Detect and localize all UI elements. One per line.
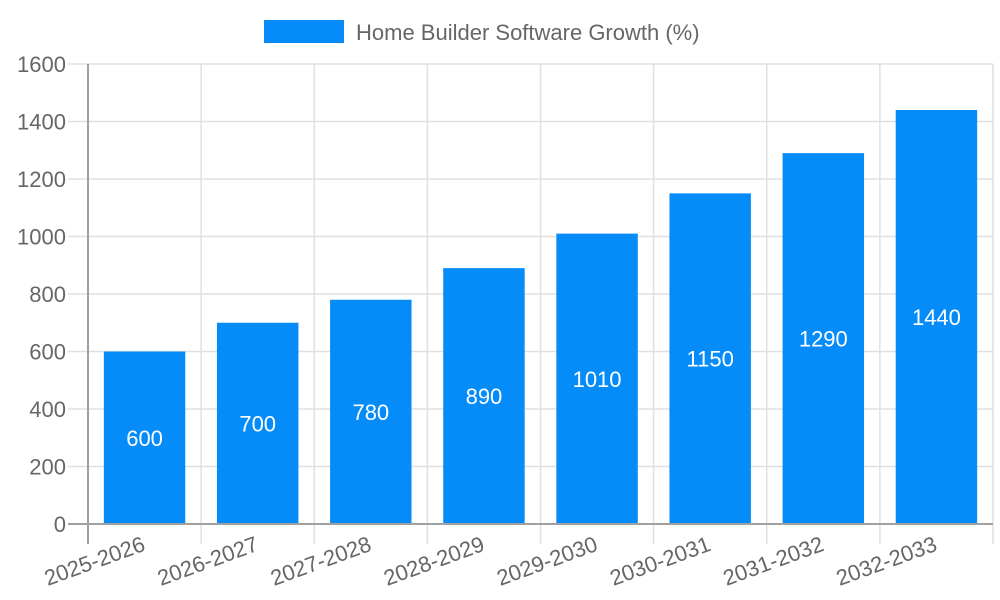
gridlines — [68, 63, 994, 544]
bar-rect[interactable] — [330, 299, 412, 524]
bar-2029-2030[interactable]: 1010 — [556, 233, 638, 524]
y-tick-label: 1000 — [17, 225, 66, 250]
bar-rect[interactable] — [895, 110, 978, 524]
bar-value-label: 1440 — [912, 305, 961, 330]
y-tick-label: 1600 — [17, 52, 66, 77]
bar-value-label: 890 — [466, 384, 503, 409]
x-tick-label: 2028-2029 — [380, 531, 487, 590]
x-tick-label: 2030-2031 — [606, 531, 713, 590]
x-tick-label: 2025-2026 — [41, 531, 148, 590]
x-tick-label: 2026-2027 — [154, 531, 261, 590]
legend-swatch — [264, 20, 344, 43]
bar-value-label: 1150 — [687, 347, 734, 372]
y-tick-label: 1200 — [17, 167, 66, 192]
bar-2031-2032[interactable]: 1290 — [782, 153, 865, 524]
x-tick-label: 2031-2032 — [720, 531, 827, 590]
bar-rect[interactable] — [669, 193, 751, 524]
bar-value-label: 700 — [239, 411, 276, 436]
x-axis-ticks: 2025-2026 2026-2027 2027-2028 2028-2029 2029… — [41, 531, 940, 590]
bars: 600 700 780 890 1010 1150 1290 1440 — [103, 110, 978, 525]
bar-rect[interactable] — [556, 233, 638, 524]
x-tick-label: 2027-2028 — [267, 531, 374, 590]
bar-2025-2026[interactable]: 600 — [103, 351, 186, 525]
legend-label: Home Builder Software Growth (%) — [356, 20, 700, 45]
bar-2027-2028[interactable]: 780 — [330, 299, 412, 524]
y-tick-label: 600 — [29, 340, 66, 365]
bar-value-label: 600 — [126, 426, 163, 451]
y-tick-label: 800 — [29, 282, 66, 307]
y-tick-label: 200 — [29, 455, 66, 480]
bar-rect[interactable] — [443, 268, 525, 524]
bar-value-label: 1290 — [799, 327, 848, 352]
bar-value-label: 780 — [352, 400, 389, 425]
bar-rect[interactable] — [782, 153, 865, 524]
y-tick-label: 400 — [29, 397, 66, 422]
x-tick-label: 2032-2033 — [833, 531, 940, 590]
y-tick-label: 1400 — [17, 110, 66, 135]
bar-2026-2027[interactable]: 700 — [216, 322, 299, 524]
bar-rect[interactable] — [103, 351, 186, 525]
y-tick-label: 0 — [54, 512, 66, 537]
x-tick-label: 2029-2030 — [493, 531, 600, 590]
bar-rect[interactable] — [216, 322, 299, 524]
bar-2032-2033[interactable]: 1440 — [895, 110, 978, 524]
y-axis-ticks: 0 200 400 600 800 1000 1200 1400 1600 — [17, 52, 66, 537]
legend[interactable]: Home Builder Software Growth (%) — [264, 20, 700, 45]
bar-2030-2031[interactable]: 1150 — [669, 193, 751, 524]
bar-2028-2029[interactable]: 890 — [443, 268, 525, 524]
axes — [68, 64, 993, 544]
bar-value-label: 1010 — [573, 367, 622, 392]
